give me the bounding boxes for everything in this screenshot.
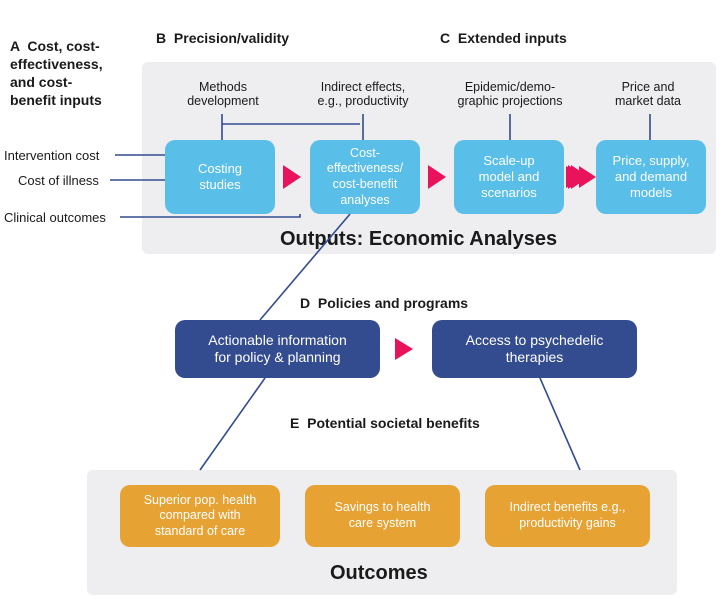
diagram-root: A Cost, cost- effectiveness, and cost- b… (0, 0, 724, 600)
section-b-title: Precision/validity (174, 30, 289, 46)
section-a-l2: and cost- (10, 74, 72, 90)
box-supply: Price, supply, and demand models (596, 140, 706, 214)
section-c: C Extended inputs (440, 30, 567, 46)
section-d: D Policies and programs (300, 295, 468, 311)
box-indirect-benefits: Indirect benefits e.g., productivity gai… (485, 485, 650, 547)
box-savings: Savings to health care system (305, 485, 460, 547)
box-actionable: Actionable information for policy & plan… (175, 320, 380, 378)
section-b: B Precision/validity (156, 30, 289, 46)
box-scaleup: Scale-up model and scenarios (454, 140, 564, 214)
label-price: Price and market data (598, 80, 698, 108)
box-access: Access to psychedelic therapies (432, 320, 637, 378)
section-c-letter: C (440, 30, 450, 46)
section-a-letter: A (10, 38, 20, 54)
section-c-title: Extended inputs (458, 30, 567, 46)
section-e-letter: E (290, 415, 299, 431)
section-e-title: Potential societal benefits (307, 415, 480, 431)
label-intervention-cost: Intervention cost (4, 148, 99, 163)
label-clinical-outcomes: Clinical outcomes (4, 210, 106, 225)
box-cea: Cost- effectiveness/ cost-benefit analys… (310, 140, 420, 214)
label-methods: Methods development (178, 80, 268, 108)
section-a-l3: benefit inputs (10, 92, 102, 108)
label-indirect: Indirect effects, e.g., productivity (308, 80, 418, 108)
label-epidemic: Epidemic/demo- graphic projections (450, 80, 570, 108)
section-d-title: Policies and programs (318, 295, 468, 311)
box-superior: Superior pop. health compared with stand… (120, 485, 280, 547)
outputs-title: Outputs: Economic Analyses (280, 228, 557, 251)
section-a-l0: Cost, cost- (27, 38, 99, 54)
section-a: A Cost, cost- effectiveness, and cost- b… (10, 38, 140, 110)
section-d-letter: D (300, 295, 310, 311)
section-b-letter: B (156, 30, 166, 46)
box-costing: Costing studies (165, 140, 275, 214)
label-cost-of-illness: Cost of illness (18, 173, 99, 188)
section-e: E Potential societal benefits (290, 415, 480, 431)
outcomes-title: Outcomes (330, 562, 428, 585)
section-a-l1: effectiveness, (10, 56, 103, 72)
